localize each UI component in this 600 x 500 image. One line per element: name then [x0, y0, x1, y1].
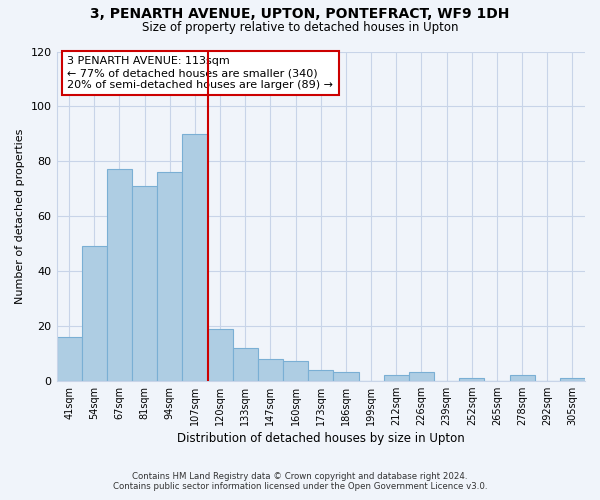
Bar	[56, 337, 82, 380]
Bar	[409, 372, 434, 380]
Text: Size of property relative to detached houses in Upton: Size of property relative to detached ho…	[142, 21, 458, 34]
Bar	[509, 375, 535, 380]
Text: 3, PENARTH AVENUE, UPTON, PONTEFRACT, WF9 1DH: 3, PENARTH AVENUE, UPTON, PONTEFRACT, WF…	[91, 8, 509, 22]
Bar	[208, 328, 233, 380]
Bar	[334, 372, 359, 380]
Text: 3 PENARTH AVENUE: 113sqm
← 77% of detached houses are smaller (340)
20% of semi-: 3 PENARTH AVENUE: 113sqm ← 77% of detach…	[67, 56, 333, 90]
Bar	[107, 170, 132, 380]
Bar	[182, 134, 208, 380]
Bar	[157, 172, 182, 380]
Bar	[258, 358, 283, 380]
Bar	[233, 348, 258, 380]
Bar	[308, 370, 334, 380]
Bar	[283, 362, 308, 380]
Bar	[132, 186, 157, 380]
Y-axis label: Number of detached properties: Number of detached properties	[15, 128, 25, 304]
Bar	[82, 246, 107, 380]
X-axis label: Distribution of detached houses by size in Upton: Distribution of detached houses by size …	[177, 432, 464, 445]
Text: Contains HM Land Registry data © Crown copyright and database right 2024.
Contai: Contains HM Land Registry data © Crown c…	[113, 472, 487, 491]
Bar	[383, 375, 409, 380]
Bar	[560, 378, 585, 380]
Bar	[459, 378, 484, 380]
